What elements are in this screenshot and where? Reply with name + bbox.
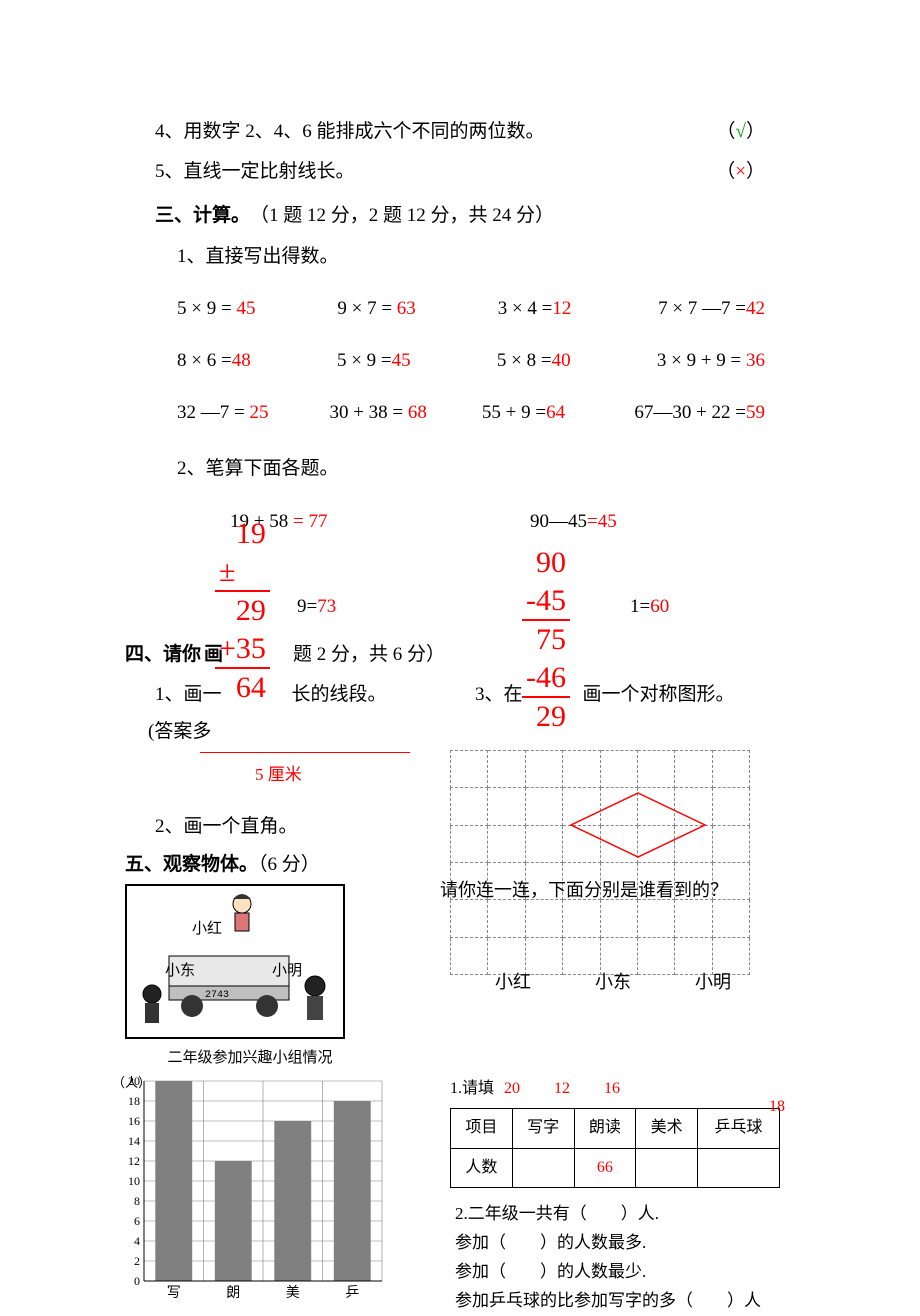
- sec4-3: 3、在画一个对称图形。: [475, 678, 735, 712]
- svg-text:2: 2: [134, 1254, 140, 1268]
- sec4-2: 2、画一个直角。: [155, 810, 298, 844]
- svg-text:6: 6: [134, 1214, 140, 1228]
- calc-row-1: 5 × 9 = 45 9 × 7 = 63 3 × 4 =12 7 × 7 —7…: [177, 292, 765, 326]
- calc-row-3: 32 —7 = 25 30 + 38 = 68 55 + 9 =64 67—30…: [177, 396, 765, 430]
- line-segment-label: 5 厘米: [255, 760, 302, 791]
- grid-caption: 请你连一连，下面分别是谁看到的？: [440, 874, 728, 906]
- question-list: 2.二年级一共有（ ）人. 参加（ ）的人数最多. 参加（ ）的人数最少. 参加…: [455, 1200, 761, 1316]
- svg-text:18: 18: [128, 1094, 140, 1108]
- observation-scene: 2743 小红 小东 小明: [125, 884, 345, 1039]
- q5-text: 5、直线一定比射线长。: [155, 155, 355, 189]
- svg-text:0: 0: [134, 1274, 140, 1288]
- svg-text:12: 12: [128, 1154, 140, 1168]
- q5-answer: （×）: [716, 155, 765, 189]
- frag-d: 1=60: [630, 590, 669, 624]
- svg-text:乒: 乒: [345, 1285, 359, 1301]
- q4-answer: （√）: [717, 115, 765, 149]
- line-segment-5cm: [200, 752, 410, 753]
- svg-text:朗: 朗: [226, 1285, 240, 1301]
- chart-title: 二年级参加兴趣小组情况: [110, 1045, 390, 1072]
- sec3-sub1: 1、直接写出得数。: [155, 240, 765, 274]
- svg-text:写: 写: [167, 1286, 181, 1301]
- sec3-sub2: 2、笔算下面各题。: [155, 452, 765, 486]
- svg-text:美: 美: [286, 1285, 300, 1301]
- svg-text:16: 16: [128, 1114, 140, 1128]
- data-table: 项目 写字 朗读 美术 乒乓球 人数 66: [450, 1108, 780, 1189]
- observer-names: 小红 小东 小明: [463, 966, 763, 998]
- sec4-1: 1、画一长的线段。: [155, 678, 387, 712]
- section-5-header: 五、观察物体。（6 分）: [125, 848, 320, 882]
- data-table-box: 1.请填 20 12 16 18 项目 写字 朗读 美术 乒乓球 人数 66: [450, 1075, 780, 1188]
- bar-chart: 二年级参加兴趣小组情况 （人）02468101214161820写朗美乒: [110, 1045, 390, 1305]
- question-5: 5、直线一定比射线长。 （×）: [155, 155, 765, 189]
- svg-text:8: 8: [134, 1194, 140, 1208]
- q4-text: 4、用数字 2、4、6 能排成六个不同的两位数。: [155, 115, 545, 149]
- diamond-shape: [568, 790, 708, 860]
- section-4-header: 四、请你画 题 2 分，共 6 分）: [125, 638, 445, 672]
- svg-text:4: 4: [134, 1234, 140, 1248]
- sec4-ans-note: (答案多: [148, 715, 211, 749]
- question-4: 4、用数字 2、4、6 能排成六个不同的两位数。 （√）: [155, 115, 765, 149]
- frag-c: 9=73: [297, 590, 336, 624]
- svg-text:20: 20: [128, 1075, 140, 1088]
- section-3-title: 三、计算。: [155, 199, 250, 233]
- svg-text:14: 14: [128, 1134, 140, 1148]
- section-3-scoring: （1 题 12 分，2 题 12 分，共 24 分）: [250, 199, 554, 233]
- section-3-header: 三、计算。 （1 题 12 分，2 题 12 分，共 24 分）: [155, 199, 765, 233]
- svg-text:10: 10: [128, 1174, 140, 1188]
- calc-row-2: 8 × 6 =48 5 × 9 =45 5 × 8 =40 3 × 9 + 9 …: [177, 344, 765, 378]
- svg-text:2743: 2743: [205, 990, 229, 1001]
- symmetry-grid: [450, 750, 750, 975]
